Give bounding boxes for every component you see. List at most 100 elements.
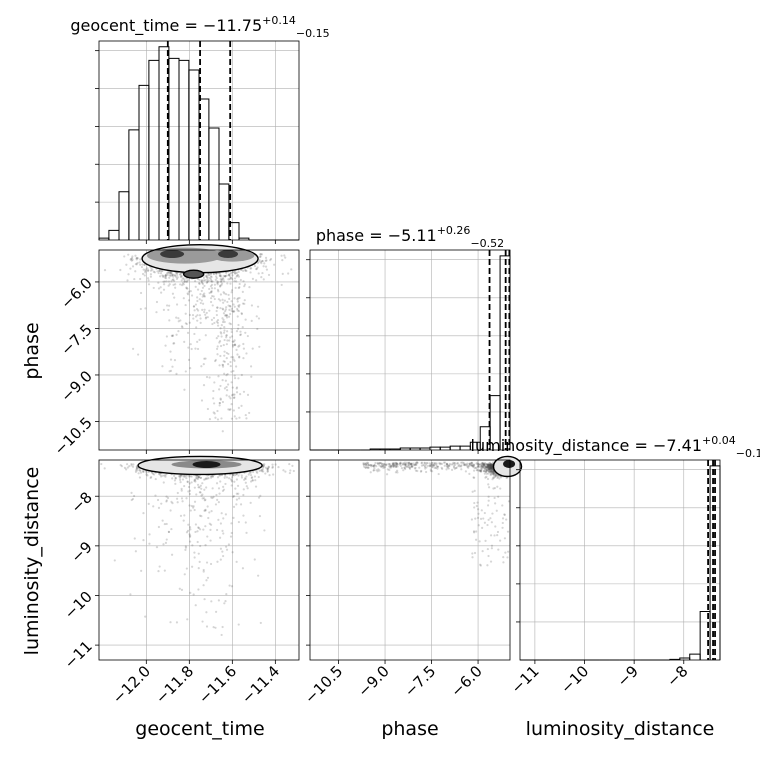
- sample-point: [103, 467, 106, 470]
- sample-point: [127, 273, 130, 276]
- sample-point: [185, 497, 188, 500]
- sample-point: [239, 330, 242, 333]
- sample-point: [219, 284, 222, 287]
- sample-point: [205, 611, 208, 614]
- panel-frame: [309, 459, 511, 661]
- sample-point: [487, 465, 491, 469]
- sample-point: [130, 259, 133, 262]
- sample-point: [491, 467, 494, 470]
- sample-point: [225, 394, 228, 397]
- sample-point: [470, 518, 474, 521]
- sample-point: [215, 275, 218, 278]
- sample-point: [218, 364, 221, 367]
- sample-point: [224, 600, 227, 603]
- sample-point: [473, 506, 476, 509]
- sample-point: [171, 501, 174, 505]
- sample-point: [488, 470, 491, 474]
- sample-point: [424, 467, 427, 470]
- sample-point: [131, 465, 135, 468]
- sample-point: [482, 462, 485, 465]
- sample-point: [395, 462, 398, 465]
- sample-point: [230, 291, 233, 294]
- histogram-bar: [459, 445, 471, 450]
- sample-point: [237, 492, 240, 495]
- sample-point: [399, 462, 402, 465]
- x-tick-label: −8: [663, 662, 691, 690]
- sample-point: [290, 268, 293, 271]
- sample-point: [197, 567, 200, 570]
- sample-point: [227, 273, 230, 277]
- sample-point: [239, 333, 242, 336]
- sample-point: [228, 273, 231, 276]
- sample-point: [221, 365, 225, 368]
- sample-point: [189, 591, 192, 594]
- sample-point: [193, 309, 196, 312]
- sample-point: [147, 279, 150, 282]
- sample-point: [232, 356, 235, 359]
- sample-point: [225, 314, 228, 317]
- sample-point: [230, 522, 233, 525]
- sample-point: [487, 554, 490, 558]
- sample-point: [453, 462, 456, 465]
- sample-point: [134, 550, 137, 553]
- sample-point: [410, 462, 413, 465]
- sample-point: [241, 290, 244, 293]
- sample-point: [181, 282, 184, 285]
- sample-point: [219, 344, 223, 348]
- sample-point: [245, 531, 248, 534]
- sample-point: [454, 466, 458, 470]
- sample-point: [220, 279, 223, 282]
- sample-point: [183, 340, 186, 344]
- sample-point: [220, 512, 223, 515]
- sample-point: [490, 464, 493, 467]
- grid: [520, 460, 720, 660]
- sample-point: [228, 274, 231, 278]
- sample-point: [202, 528, 205, 531]
- panel-frame: [98, 459, 300, 661]
- sample-point: [210, 600, 213, 603]
- sample-point: [206, 278, 209, 281]
- sample-point: [171, 334, 174, 338]
- sample-point: [198, 282, 201, 285]
- density-contour: [182, 269, 205, 279]
- x-tick-label: −7.5: [401, 662, 439, 700]
- sample-point: [187, 523, 190, 526]
- sample-point: [494, 502, 497, 505]
- sample-point: [164, 541, 168, 544]
- sample-point: [452, 465, 456, 468]
- sample-point: [187, 490, 190, 493]
- sample-point: [182, 297, 185, 300]
- sample-point: [366, 463, 369, 466]
- sample-point: [231, 551, 234, 554]
- sample-point: [194, 523, 197, 526]
- sample-point: [496, 533, 499, 537]
- sample-point: [487, 467, 490, 470]
- sample-point: [232, 310, 235, 313]
- sample-point: [206, 276, 209, 279]
- sample-point: [249, 473, 253, 477]
- sample-point: [364, 462, 368, 465]
- sample-point: [149, 476, 152, 480]
- sample-point: [242, 357, 245, 360]
- sample-point: [229, 282, 232, 285]
- sample-point: [487, 463, 490, 466]
- sample-point: [387, 462, 390, 466]
- sample-point: [216, 280, 219, 283]
- sample-point: [435, 462, 438, 465]
- sample-point: [164, 274, 167, 277]
- sample-point: [199, 484, 202, 487]
- sample-point: [175, 621, 179, 624]
- sample-point: [234, 365, 238, 368]
- sample-point: [138, 476, 142, 479]
- sample-point: [431, 466, 434, 469]
- sample-point: [139, 277, 142, 281]
- sample-point: [203, 295, 206, 298]
- sample-point: [382, 464, 386, 467]
- sample-point: [388, 466, 391, 469]
- sample-point: [219, 354, 222, 358]
- x-tick-label: −11.8: [152, 662, 197, 707]
- sample-point: [159, 272, 163, 275]
- sample-point: [476, 462, 479, 466]
- sample-point: [461, 461, 464, 464]
- sample-point: [409, 462, 412, 466]
